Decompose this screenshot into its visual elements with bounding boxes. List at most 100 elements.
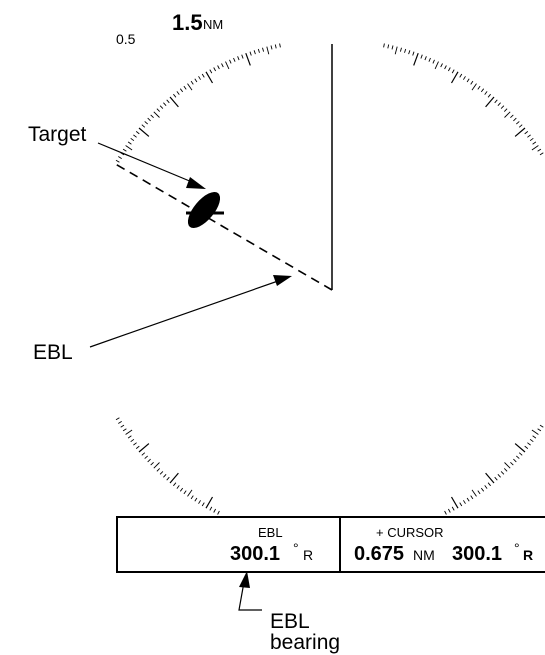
bearing-tick bbox=[209, 69, 213, 74]
bearing-tick bbox=[201, 502, 205, 507]
bearing-tick bbox=[237, 56, 240, 61]
bearing-tick bbox=[176, 91, 180, 95]
bearing-tick bbox=[432, 59, 435, 64]
bearing-tick bbox=[163, 102, 167, 107]
bearing-tick bbox=[166, 476, 170, 481]
bearing-tick bbox=[466, 497, 470, 502]
bearing-tick bbox=[229, 59, 232, 64]
bearing-tick bbox=[487, 93, 491, 98]
bearing-tick bbox=[503, 108, 508, 112]
bearing-tick bbox=[190, 495, 194, 500]
bearing-tick bbox=[459, 502, 463, 507]
bearing-tick bbox=[115, 159, 120, 163]
bearing-tick bbox=[451, 69, 455, 74]
bearing-tick bbox=[141, 124, 146, 128]
bearing-scale-ticks bbox=[115, 43, 544, 515]
bearing-tick bbox=[253, 50, 256, 55]
bearing-tick bbox=[144, 455, 149, 459]
bearing-tick bbox=[510, 114, 514, 119]
bearing-tick bbox=[531, 145, 539, 151]
bearing-tick bbox=[524, 131, 529, 135]
bearing-tick bbox=[518, 452, 523, 456]
bearing-tick bbox=[217, 65, 220, 70]
bearing-tick bbox=[156, 108, 161, 112]
bearing-tick bbox=[262, 47, 265, 52]
bearing-tick bbox=[539, 424, 544, 428]
bearing-tick bbox=[391, 45, 394, 50]
cursor-readout-reference: R bbox=[523, 547, 534, 563]
bearing-tick bbox=[274, 44, 277, 49]
target-echo bbox=[186, 191, 224, 229]
ebl-readout-degree: ° bbox=[293, 540, 299, 556]
bearing-tick bbox=[524, 445, 529, 449]
bearing-tick bbox=[527, 442, 531, 446]
bearing-tick bbox=[221, 63, 224, 68]
ebl-label: EBL bbox=[33, 341, 73, 364]
bearing-tick bbox=[183, 490, 187, 495]
ebl-bearing-label-line2: bearing bbox=[270, 631, 341, 654]
range-value: 1.5 bbox=[172, 10, 203, 35]
bearing-tick bbox=[531, 429, 539, 435]
bearing-tick bbox=[198, 76, 201, 80]
bearing-tick bbox=[153, 111, 160, 118]
bearing-tick bbox=[249, 51, 252, 56]
bearing-tick bbox=[125, 145, 133, 151]
bearing-tick bbox=[159, 105, 164, 109]
bearing-tick bbox=[434, 61, 439, 70]
bearing-tick bbox=[485, 472, 495, 484]
bearing-tick bbox=[448, 508, 451, 513]
bearing-tick bbox=[444, 65, 447, 70]
bearing-tick bbox=[241, 54, 244, 59]
ebl-readout-heading: EBL bbox=[258, 525, 283, 540]
bearing-tick bbox=[408, 50, 411, 55]
bearing-tick bbox=[198, 500, 201, 504]
bearing-tick bbox=[194, 497, 198, 502]
bearing-tick bbox=[194, 78, 198, 83]
bearing-tick bbox=[399, 47, 402, 52]
bearing-tick bbox=[179, 88, 184, 93]
bearing-tick bbox=[394, 46, 398, 55]
bearing-tick bbox=[532, 435, 537, 439]
bearing-tick bbox=[120, 424, 125, 428]
bearing-tick bbox=[428, 57, 431, 62]
bearing-tick bbox=[518, 124, 523, 128]
bearing-tick bbox=[217, 510, 220, 515]
bearing-tick bbox=[494, 99, 498, 104]
bearing-tick bbox=[150, 461, 154, 466]
bearing-tick bbox=[144, 121, 149, 125]
bearing-tick bbox=[130, 438, 135, 443]
ebl-readout-bearing: 300.1 bbox=[230, 543, 281, 565]
bearing-tick bbox=[444, 510, 447, 515]
bearing-tick bbox=[529, 438, 534, 443]
bearing-tick bbox=[225, 61, 230, 70]
bearing-tick bbox=[159, 471, 164, 475]
bearing-tick bbox=[173, 482, 177, 487]
bearing-tick bbox=[118, 156, 122, 159]
bearing-tick bbox=[147, 458, 151, 463]
bearing-tick bbox=[141, 452, 146, 456]
bearing-tick bbox=[484, 485, 488, 489]
bearing-tick bbox=[500, 105, 505, 109]
bearing-tick bbox=[497, 473, 501, 478]
bearing-tick bbox=[130, 137, 135, 142]
bearing-tick bbox=[515, 455, 520, 459]
bearing-tick bbox=[463, 76, 466, 80]
bearing-tick bbox=[138, 443, 150, 453]
ring-interval: 0.5 bbox=[116, 31, 136, 47]
bearing-tick bbox=[150, 114, 154, 119]
bearing-tick bbox=[127, 435, 132, 439]
bearing-tick bbox=[477, 85, 481, 90]
bearing-tick bbox=[537, 148, 542, 152]
bearing-tick bbox=[115, 417, 120, 421]
bearing-tick bbox=[420, 54, 423, 59]
bearing-tick bbox=[127, 141, 132, 145]
bearing-tick bbox=[201, 73, 205, 78]
bearing-tick bbox=[504, 111, 511, 118]
ebl-bearing-callout-arrow bbox=[238, 571, 262, 611]
bearing-tick bbox=[448, 67, 451, 72]
bearing-tick bbox=[404, 48, 407, 53]
bearing-tick bbox=[147, 117, 151, 122]
bearing-tick bbox=[513, 458, 517, 463]
